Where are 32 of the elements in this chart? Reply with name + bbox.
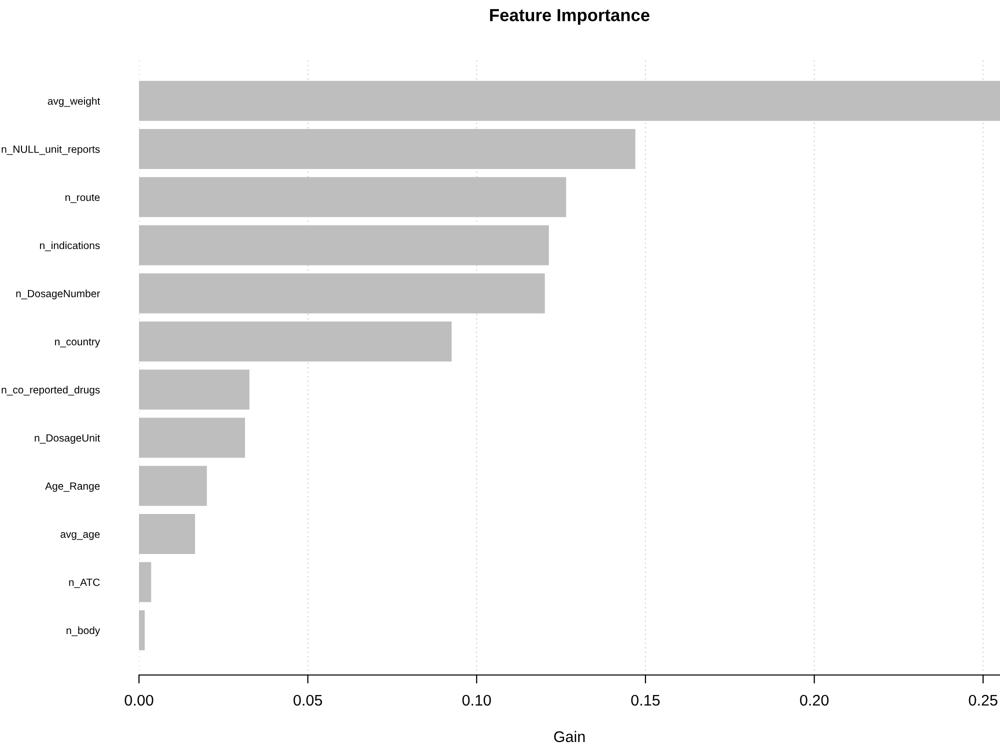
y-tick-label: avg_weight [48, 97, 100, 107]
x-tick-label: 0.20 [800, 694, 829, 706]
y-tick-label: n_DosageUnit [34, 434, 100, 444]
y-tick-label: n_route [65, 194, 100, 203]
bar [139, 370, 250, 410]
bar [139, 322, 452, 362]
y-tick-label: n_DosageNumber [16, 290, 100, 300]
bar [139, 273, 545, 314]
bar [139, 225, 549, 266]
x-tick-label: 0.00 [124, 694, 154, 706]
bar [139, 177, 566, 218]
y-tick-label: n_country [55, 338, 100, 348]
bar [139, 466, 207, 506]
y-tick-label: n_ATC [69, 578, 100, 588]
y-tick-label: avg_age [60, 532, 100, 540]
x-tick-label: 0.10 [462, 694, 491, 706]
x-tick-label: 0.25 [968, 694, 998, 706]
y-tick-label: n_co_reported_drugs [2, 386, 100, 396]
x-tick-label: 0.15 [631, 694, 660, 706]
y-tick-label: n_body [66, 626, 100, 636]
bar [139, 129, 636, 169]
bar [139, 562, 152, 602]
bar [139, 80, 1000, 121]
y-tick-label: n_indications [40, 241, 100, 252]
bar [139, 418, 246, 458]
x-tick-label: 0.05 [294, 694, 322, 706]
y-tick-label: n_NULL_unit_reports [2, 145, 100, 155]
y-tick-label: Age_Range [45, 482, 100, 492]
chart-title: Feature Importance [490, 9, 650, 25]
bar [139, 514, 196, 554]
x-axis-title: Gain [554, 730, 585, 742]
bar [139, 610, 145, 650]
